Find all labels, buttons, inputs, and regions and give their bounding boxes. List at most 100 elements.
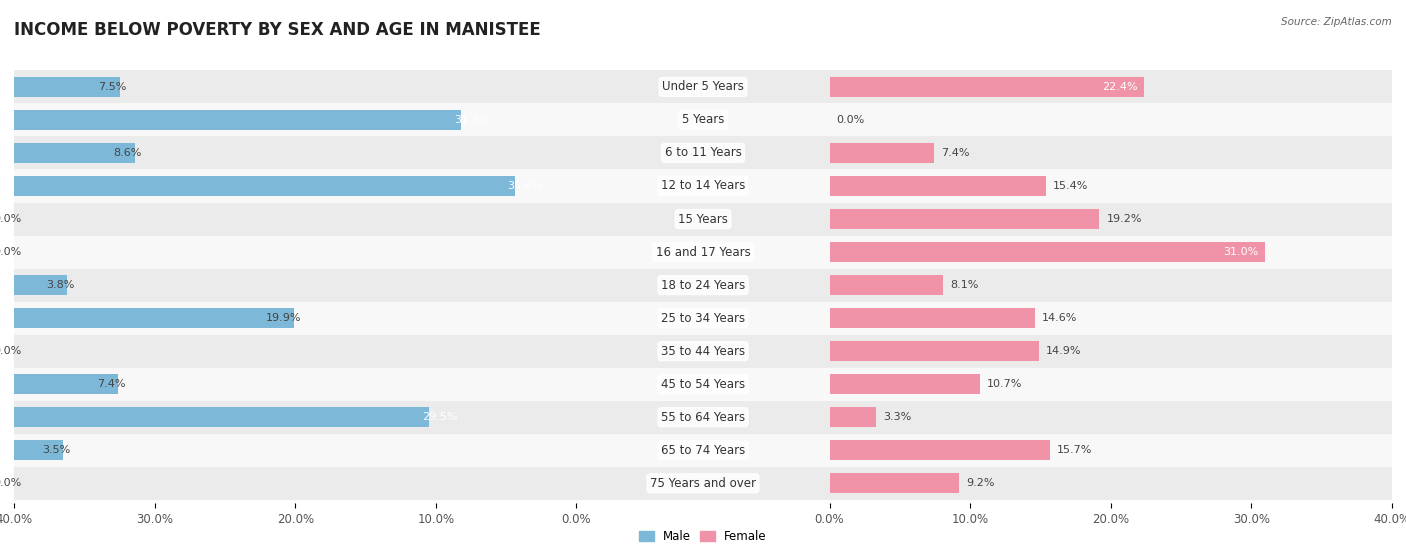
- Bar: [0, 434, 1406, 467]
- Bar: [0, 335, 1406, 368]
- Bar: [0, 70, 1406, 103]
- Bar: [14, 440, 63, 460]
- Bar: [0, 401, 1406, 434]
- Bar: [830, 473, 959, 493]
- Bar: [14, 143, 135, 163]
- Bar: [0, 70, 1406, 103]
- Text: 45 to 54 Years: 45 to 54 Years: [661, 378, 745, 391]
- Text: 3.5%: 3.5%: [42, 446, 70, 455]
- Bar: [0, 434, 1406, 467]
- Bar: [0, 368, 1406, 401]
- Text: 5 Years: 5 Years: [682, 113, 724, 126]
- Text: 25 to 34 Years: 25 to 34 Years: [661, 311, 745, 325]
- Bar: [14, 375, 118, 394]
- Text: 7.4%: 7.4%: [941, 148, 969, 158]
- Bar: [0, 467, 1406, 500]
- Bar: [0, 103, 1406, 136]
- Bar: [0, 368, 1406, 401]
- Bar: [830, 209, 1099, 229]
- Text: 22.4%: 22.4%: [1102, 82, 1137, 92]
- Bar: [0, 235, 1406, 268]
- Bar: [0, 136, 1406, 169]
- Bar: [14, 77, 120, 97]
- Bar: [14, 275, 67, 295]
- Text: 31.0%: 31.0%: [1223, 247, 1258, 257]
- Text: 3.3%: 3.3%: [883, 412, 911, 422]
- Bar: [0, 70, 1406, 103]
- Bar: [0, 401, 1406, 434]
- Bar: [830, 341, 1039, 361]
- Bar: [14, 308, 294, 328]
- Bar: [0, 335, 1406, 368]
- Bar: [0, 202, 1406, 235]
- Bar: [830, 408, 876, 427]
- Text: 0.0%: 0.0%: [837, 115, 865, 125]
- Text: 6 to 11 Years: 6 to 11 Years: [665, 146, 741, 159]
- Text: 35.6%: 35.6%: [508, 181, 543, 191]
- Bar: [14, 110, 461, 130]
- Bar: [830, 143, 934, 163]
- Text: 0.0%: 0.0%: [0, 479, 21, 488]
- Bar: [0, 103, 1406, 136]
- Text: 10.7%: 10.7%: [987, 379, 1022, 389]
- Bar: [0, 401, 1406, 434]
- Bar: [14, 176, 515, 196]
- Bar: [830, 77, 1144, 97]
- Bar: [0, 169, 1406, 202]
- Text: 29.5%: 29.5%: [422, 412, 457, 422]
- Bar: [0, 302, 1406, 335]
- Text: 19.9%: 19.9%: [266, 313, 301, 323]
- Text: 55 to 64 Years: 55 to 64 Years: [661, 411, 745, 424]
- Text: 7.4%: 7.4%: [97, 379, 125, 389]
- Bar: [830, 176, 1046, 196]
- Text: 65 to 74 Years: 65 to 74 Years: [661, 444, 745, 457]
- Bar: [0, 202, 1406, 235]
- Text: 9.2%: 9.2%: [966, 479, 994, 488]
- Text: 3.8%: 3.8%: [46, 280, 75, 290]
- Bar: [14, 408, 429, 427]
- Bar: [0, 268, 1406, 302]
- Text: 0.0%: 0.0%: [0, 346, 21, 356]
- Text: 14.6%: 14.6%: [1042, 313, 1077, 323]
- Text: 15 Years: 15 Years: [678, 212, 728, 225]
- Text: 15.4%: 15.4%: [1053, 181, 1088, 191]
- Bar: [0, 467, 1406, 500]
- Bar: [0, 169, 1406, 202]
- Text: 14.9%: 14.9%: [1046, 346, 1081, 356]
- Bar: [0, 136, 1406, 169]
- Text: 19.2%: 19.2%: [1107, 214, 1142, 224]
- Bar: [0, 103, 1406, 136]
- Text: 8.1%: 8.1%: [950, 280, 979, 290]
- Text: 0.0%: 0.0%: [0, 247, 21, 257]
- Text: 7.5%: 7.5%: [98, 82, 127, 92]
- Bar: [0, 235, 1406, 268]
- Text: Source: ZipAtlas.com: Source: ZipAtlas.com: [1281, 17, 1392, 27]
- Bar: [0, 235, 1406, 268]
- Bar: [830, 375, 980, 394]
- Bar: [830, 440, 1050, 460]
- Legend: Male, Female: Male, Female: [634, 525, 772, 547]
- Bar: [0, 169, 1406, 202]
- Bar: [0, 302, 1406, 335]
- Text: 35 to 44 Years: 35 to 44 Years: [661, 345, 745, 358]
- Bar: [0, 302, 1406, 335]
- Bar: [0, 467, 1406, 500]
- Text: 16 and 17 Years: 16 and 17 Years: [655, 245, 751, 259]
- Bar: [0, 136, 1406, 169]
- Bar: [830, 275, 943, 295]
- Bar: [0, 434, 1406, 467]
- Text: 12 to 14 Years: 12 to 14 Years: [661, 179, 745, 192]
- Bar: [0, 335, 1406, 368]
- Text: 15.7%: 15.7%: [1057, 446, 1092, 455]
- Text: Under 5 Years: Under 5 Years: [662, 80, 744, 93]
- Bar: [0, 368, 1406, 401]
- Text: 31.8%: 31.8%: [454, 115, 489, 125]
- Text: 75 Years and over: 75 Years and over: [650, 477, 756, 490]
- Bar: [830, 242, 1265, 262]
- Text: 0.0%: 0.0%: [0, 214, 21, 224]
- Bar: [0, 268, 1406, 302]
- Bar: [0, 202, 1406, 235]
- Bar: [830, 308, 1035, 328]
- Text: 18 to 24 Years: 18 to 24 Years: [661, 278, 745, 292]
- Text: INCOME BELOW POVERTY BY SEX AND AGE IN MANISTEE: INCOME BELOW POVERTY BY SEX AND AGE IN M…: [14, 21, 541, 39]
